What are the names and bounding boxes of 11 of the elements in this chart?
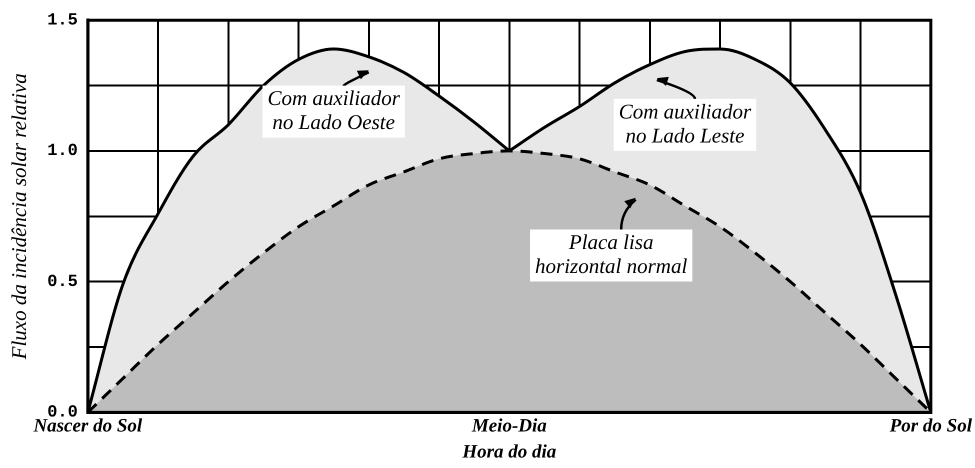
x-axis-title: Hora do dia <box>461 442 557 463</box>
annotation: Com auxiliador no Lado Leste <box>618 99 752 148</box>
y-axis-title: Fluxo da incidência solar relativa <box>7 73 32 360</box>
x-tick-label: Meio-Dia <box>470 416 548 437</box>
x-tick-label: Nascer do Sol <box>32 416 143 437</box>
y-tick-label: 1.5 <box>47 11 78 30</box>
x-tick-label: Por do Sol <box>888 416 973 437</box>
annotation: Com auxiliador no Lado Oeste <box>267 86 401 134</box>
y-tick-label: 1.0 <box>47 142 78 162</box>
annotation: Placa lisa horizontal normal <box>535 230 688 278</box>
y-tick-label: 0.5 <box>47 272 78 292</box>
